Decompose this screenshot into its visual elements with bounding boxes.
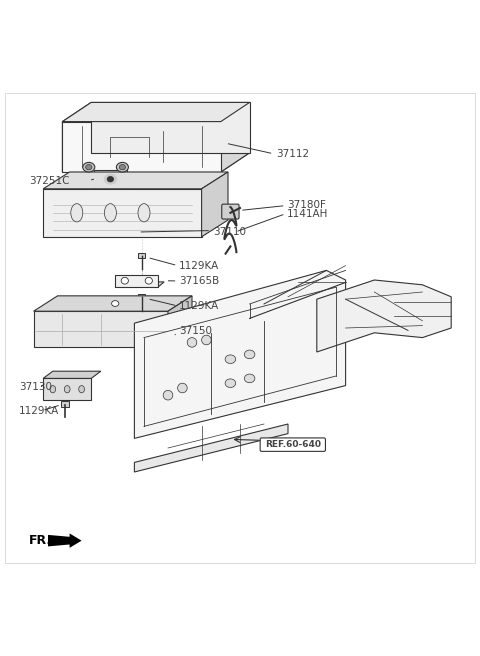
Ellipse shape xyxy=(119,165,126,170)
Text: 37150: 37150 xyxy=(179,327,212,337)
Text: 37251C: 37251C xyxy=(29,176,69,186)
Text: 37180F: 37180F xyxy=(287,199,326,210)
Ellipse shape xyxy=(105,203,117,222)
Polygon shape xyxy=(43,371,101,379)
Polygon shape xyxy=(168,296,192,347)
Circle shape xyxy=(163,390,173,400)
Ellipse shape xyxy=(50,386,56,393)
FancyBboxPatch shape xyxy=(260,438,325,451)
Ellipse shape xyxy=(244,350,255,359)
Polygon shape xyxy=(115,282,164,287)
Polygon shape xyxy=(221,102,250,172)
Polygon shape xyxy=(62,153,250,172)
Text: 37130: 37130 xyxy=(19,382,52,392)
Ellipse shape xyxy=(117,163,129,172)
Polygon shape xyxy=(62,102,91,172)
Ellipse shape xyxy=(71,203,83,222)
Polygon shape xyxy=(43,172,228,189)
FancyBboxPatch shape xyxy=(222,204,239,219)
Ellipse shape xyxy=(121,277,129,284)
Polygon shape xyxy=(94,170,127,189)
Circle shape xyxy=(187,338,197,347)
Polygon shape xyxy=(115,275,158,287)
Bar xyxy=(138,295,145,299)
Circle shape xyxy=(178,383,187,393)
Ellipse shape xyxy=(138,203,150,222)
Polygon shape xyxy=(202,172,228,237)
Polygon shape xyxy=(134,424,288,472)
Circle shape xyxy=(202,335,211,345)
Text: REF.60-640: REF.60-640 xyxy=(265,440,321,449)
Polygon shape xyxy=(91,102,250,153)
Polygon shape xyxy=(62,121,221,172)
Ellipse shape xyxy=(79,386,84,393)
Polygon shape xyxy=(34,296,192,311)
Text: 1141AH: 1141AH xyxy=(287,209,328,219)
Text: 37112: 37112 xyxy=(276,150,309,159)
Ellipse shape xyxy=(225,379,236,388)
Polygon shape xyxy=(43,189,202,237)
Polygon shape xyxy=(94,182,134,189)
Ellipse shape xyxy=(145,277,152,284)
Ellipse shape xyxy=(225,355,236,363)
Text: FR.: FR. xyxy=(29,534,52,547)
Polygon shape xyxy=(34,311,168,347)
Text: 1129KA: 1129KA xyxy=(19,405,60,415)
Ellipse shape xyxy=(108,177,113,182)
Polygon shape xyxy=(134,270,346,438)
Text: 37110: 37110 xyxy=(214,227,247,237)
Bar xyxy=(138,253,145,258)
Ellipse shape xyxy=(64,386,70,393)
Text: 1129KA: 1129KA xyxy=(179,301,219,311)
Ellipse shape xyxy=(244,374,255,382)
Polygon shape xyxy=(317,280,451,352)
Ellipse shape xyxy=(105,174,117,184)
Polygon shape xyxy=(43,379,91,400)
Ellipse shape xyxy=(111,300,119,306)
Text: 1129KA: 1129KA xyxy=(179,260,219,270)
Text: 37165B: 37165B xyxy=(179,276,219,286)
Bar xyxy=(61,401,69,407)
Ellipse shape xyxy=(83,163,95,172)
Ellipse shape xyxy=(85,165,92,170)
Polygon shape xyxy=(62,102,250,121)
Polygon shape xyxy=(48,533,82,548)
